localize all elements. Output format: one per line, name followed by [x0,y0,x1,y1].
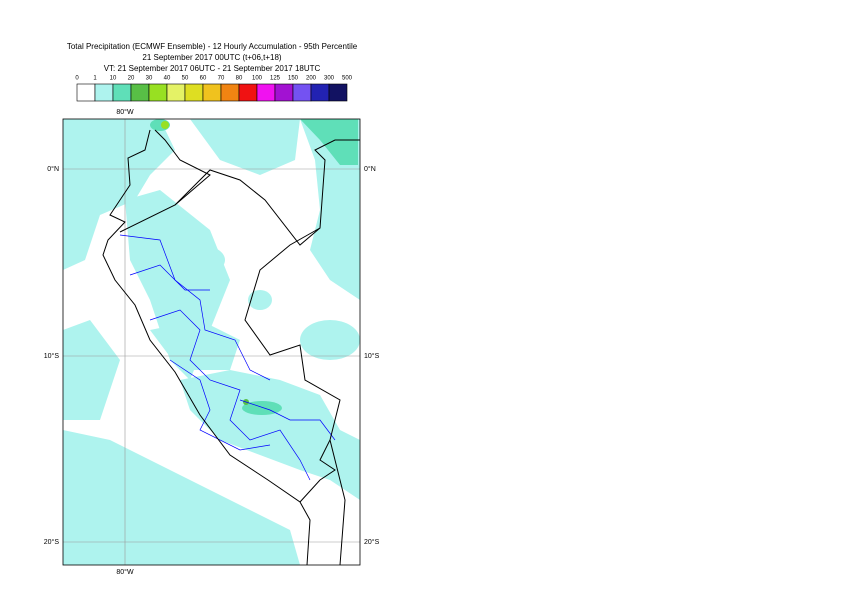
colorbar-label: 40 [164,76,171,82]
colorbar-label: 125 [270,76,281,82]
valid-time: VT: 21 September 2017 06UTC - 21 Septemb… [104,64,321,73]
subtitle: 21 September 2017 00UTC (t+06,t+18) [142,53,282,62]
colorbar-label: 60 [200,76,207,82]
colorbar-label: 150 [288,76,299,82]
colorbar-box [274,83,294,102]
colorbar-box [310,83,330,102]
lon-label: 80°W [116,568,134,576]
colorbar-box [328,83,348,102]
lat-label: 20°S [364,538,380,546]
colorbar-box [112,83,132,102]
lat-label: 10°S [44,352,60,360]
colorbar-label: 200 [306,76,317,82]
colorbar-label: 20 [128,76,135,82]
lat-label: 0°N [47,165,59,173]
colorbar-label: 50 [182,76,189,82]
precip-field [63,119,360,565]
colorbar-label: 0 [75,76,79,82]
colorbar-box [238,83,258,102]
colorbar-box [148,83,168,102]
colorbar-label: 100 [252,76,263,82]
colorbar-label: 10 [110,76,117,82]
colorbar-box [76,83,96,102]
colorbar: 0 1 10 20 30 40 50 60 70 80 100 125 150 200 300 500 [75,76,353,102]
colorbar-label: 500 [342,76,353,82]
colorbar-box [292,83,312,102]
map-frame [62,118,361,566]
lat-label: 10°S [364,352,380,360]
colorbar-box [94,83,114,102]
lat-label: 20°S [44,538,60,546]
title: Total Precipitation (ECMWF Ensemble) - 1… [67,42,358,51]
lon-label: 80°W [116,108,134,116]
colorbar-box [220,83,240,102]
country-borders [102,129,360,566]
lat-label: 0°N [364,165,376,173]
colorbar-label: 30 [146,76,153,82]
region-borders [119,234,336,481]
colorbar-box [256,83,276,102]
colorbar-box [202,83,222,102]
map: 80°W 80°W 0°N 0°N 10°S 10°S 20°S 20°S [44,108,380,576]
colorbar-label: 80 [236,76,243,82]
colorbar-box [130,83,150,102]
colorbar-box [166,83,186,102]
colorbar-label: 300 [324,76,335,82]
colorbar-box [184,83,204,102]
colorbar-label: 70 [218,76,225,82]
graticule [63,119,360,565]
colorbar-label: 1 [93,76,97,82]
